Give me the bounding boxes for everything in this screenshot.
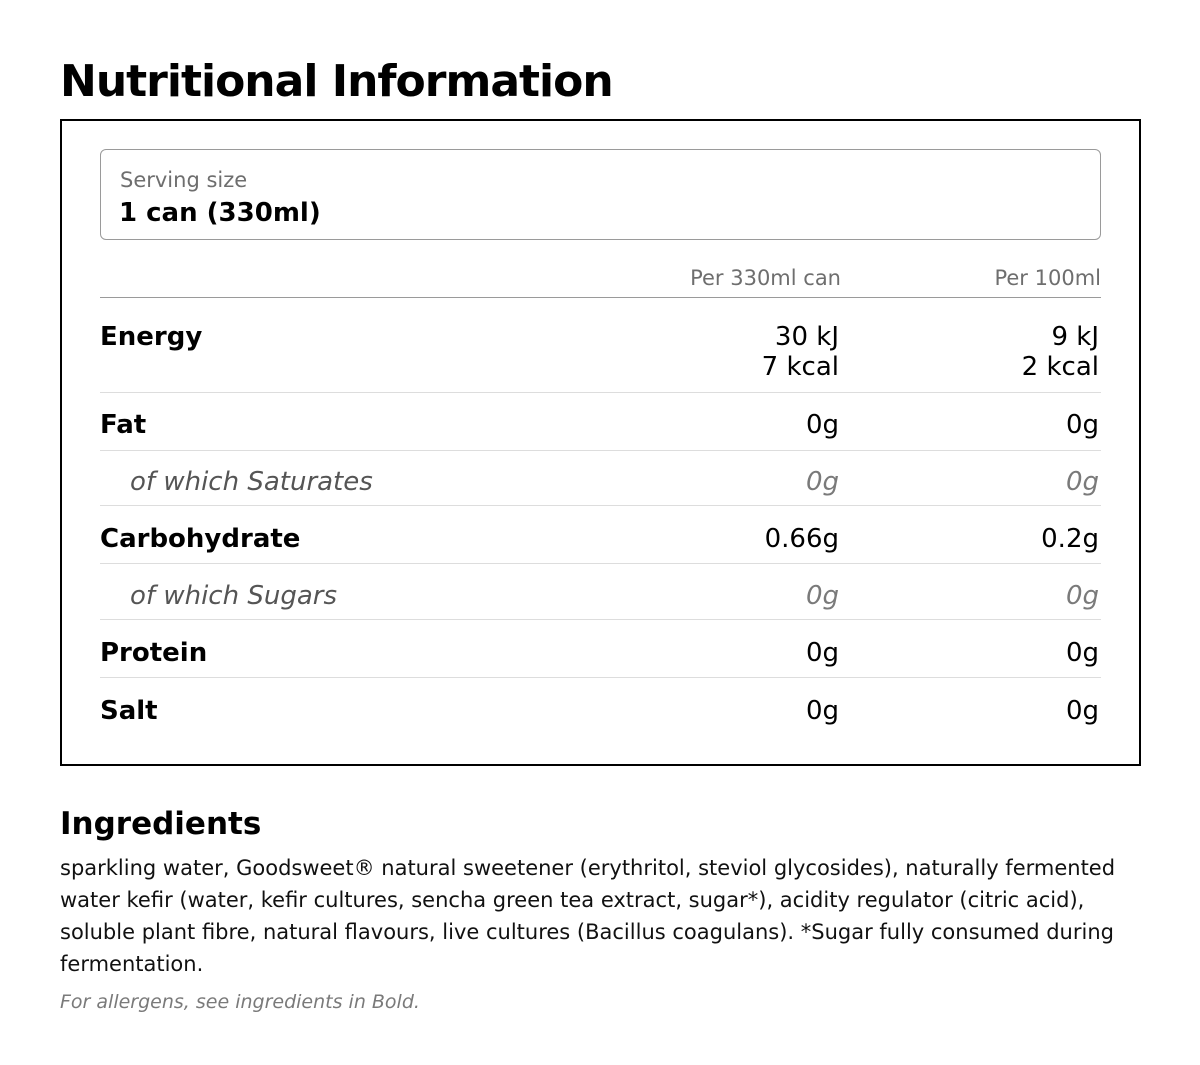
energy-kcal-per-100ml: 2 kcal [1021, 352, 1099, 382]
nutrient-row-energy: Energy 30 kJ 7 kcal 9 kJ 2 kcal [100, 322, 1101, 393]
nutrient-row-saturates: of which Saturates 0g 0g [100, 467, 1101, 506]
value-per-can: 0g [805, 638, 839, 668]
serving-size-box: Serving size 1 can (330ml) [100, 149, 1101, 240]
nutrient-label: Salt [100, 696, 158, 726]
value-per-100ml: 0g [1065, 696, 1099, 726]
value-per-100ml: 0g [1065, 638, 1099, 668]
value-per-can: 0.66g [764, 524, 839, 554]
nutrient-label: Carbohydrate [100, 524, 301, 554]
allergen-note: For allergens, see ingredients in Bold. [60, 991, 420, 1013]
value-per-can: 0g [805, 696, 839, 726]
value-per-100ml: 0g [1065, 410, 1099, 440]
value-per-100ml: 0g [1065, 581, 1099, 611]
value-per-100ml: 0g [1065, 467, 1099, 497]
serving-size-label: Serving size [120, 168, 248, 192]
nutrient-label: Energy [100, 322, 203, 352]
ingredients-title: Ingredients [60, 806, 262, 842]
column-header-per-100ml: Per 100ml [994, 266, 1101, 290]
nutrition-panel: Serving size 1 can (330ml) Per 330ml can… [60, 119, 1141, 766]
energy-kj-per-100ml: 9 kJ [1051, 322, 1099, 352]
nutrient-label: Protein [100, 638, 208, 668]
header-divider [100, 297, 1101, 298]
page-title: Nutritional Information [60, 56, 614, 107]
nutrient-label: of which Sugars [130, 581, 337, 611]
nutrient-row-fat: Fat 0g 0g [100, 410, 1101, 451]
value-per-can: 0g [805, 410, 839, 440]
energy-kj-per-can: 30 kJ [774, 322, 839, 352]
energy-kcal-per-can: 7 kcal [761, 352, 839, 382]
column-header-per-can: Per 330ml can [690, 266, 841, 290]
value-per-can: 0g [805, 581, 839, 611]
nutrient-row-protein: Protein 0g 0g [100, 638, 1101, 678]
ingredients-text: sparkling water, Goodsweet® natural swee… [60, 856, 1116, 976]
nutrient-label: of which Saturates [130, 467, 373, 497]
nutrient-row-sugars: of which Sugars 0g 0g [100, 581, 1101, 620]
nutrient-row-carbohydrate: Carbohydrate 0.66g 0.2g [100, 524, 1101, 564]
nutrient-row-salt: Salt 0g 0g [100, 696, 1101, 735]
nutrient-label: Fat [100, 410, 147, 440]
serving-size-value: 1 can (330ml) [119, 198, 321, 228]
value-per-100ml: 0.2g [1041, 524, 1099, 554]
value-per-can: 0g [805, 467, 839, 497]
